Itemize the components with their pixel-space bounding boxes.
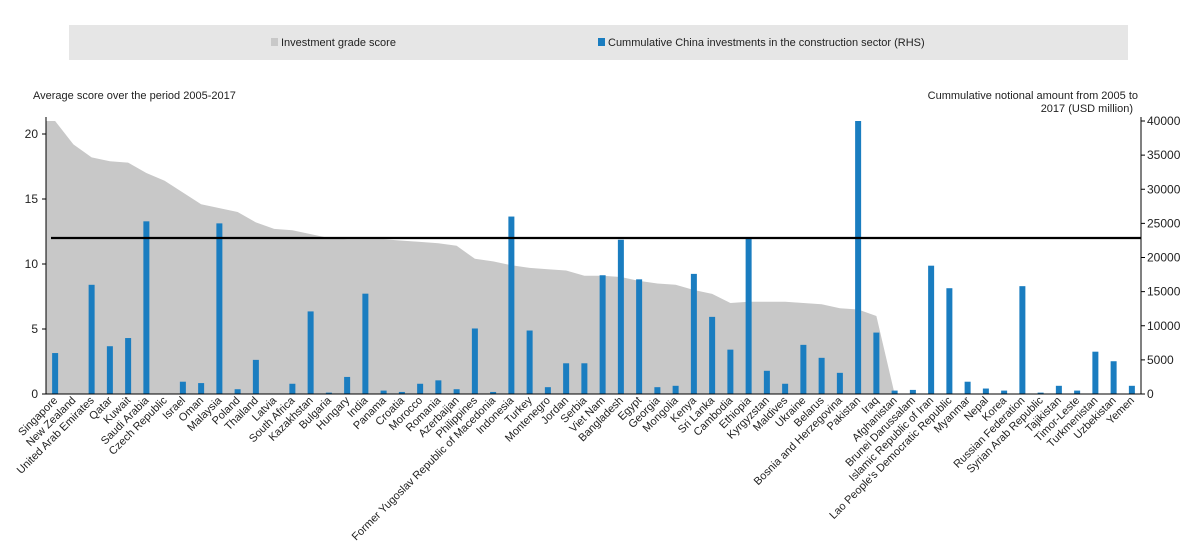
bar-thailand bbox=[252, 359, 259, 394]
bar-panama bbox=[380, 390, 387, 394]
bar-turkey bbox=[526, 330, 533, 394]
bar-brunei-darussalam bbox=[909, 389, 916, 394]
bar-india bbox=[362, 293, 369, 394]
bar-montenegro bbox=[544, 387, 551, 394]
bar-ethiopia bbox=[745, 237, 752, 394]
left-axis-title: Average score over the period 2005-2017 bbox=[33, 90, 236, 102]
bar-egypt bbox=[636, 279, 643, 394]
legend-label-2: Cummulative China investments in the con… bbox=[608, 37, 925, 49]
left-tick-label-10: 10 bbox=[25, 257, 39, 271]
legend: Investment grade score Cummulative China … bbox=[271, 37, 925, 49]
legend-swatch-1 bbox=[271, 38, 278, 46]
right-tick-label-30000: 30000 bbox=[1147, 182, 1181, 196]
bar-jordan bbox=[563, 363, 570, 394]
bar-sri-lanka bbox=[709, 316, 716, 394]
left-tick-label-15: 15 bbox=[25, 192, 39, 206]
bar-bangladesh bbox=[617, 239, 624, 394]
bar-georgia bbox=[654, 387, 661, 394]
left-tick-label-0: 0 bbox=[31, 387, 38, 401]
bar-mongolia bbox=[672, 385, 679, 394]
bar-myanmar bbox=[964, 381, 971, 394]
bar-saudi-arabia bbox=[143, 221, 150, 394]
right-tick-label-10000: 10000 bbox=[1147, 319, 1181, 333]
bar-azerbaijan bbox=[453, 389, 460, 394]
legend-swatch-2 bbox=[598, 38, 605, 46]
bar-ukraine bbox=[800, 344, 807, 394]
bar-bulgaria bbox=[325, 392, 332, 394]
bar-kyrgyzstan bbox=[763, 370, 770, 394]
right-tick-label-15000: 15000 bbox=[1147, 285, 1181, 299]
bar-iraq bbox=[873, 332, 880, 394]
series-area-investment-grade-score bbox=[46, 121, 1132, 394]
bar-oman bbox=[198, 383, 205, 394]
bar-maldives bbox=[782, 383, 789, 394]
bar-syrian-arab-republic bbox=[1037, 392, 1044, 394]
bar-bosnia-and-herzegovina bbox=[836, 372, 843, 394]
right-tick-label-25000: 25000 bbox=[1147, 216, 1181, 230]
bar-romania bbox=[435, 380, 442, 394]
right-tick-label-0: 0 bbox=[1147, 387, 1154, 401]
left-tick-label-5: 5 bbox=[31, 322, 38, 336]
right-tick-label-40000: 40000 bbox=[1147, 114, 1181, 128]
bar-turkmenistan bbox=[1092, 351, 1099, 394]
bar-indonesia bbox=[508, 216, 515, 394]
bar-afghanistan bbox=[891, 390, 898, 394]
right-axis-title-line-1: Cummulative notional amount from 2005 to bbox=[928, 90, 1138, 102]
bar-lao-people-s-democratic-republic bbox=[946, 288, 953, 394]
bar-israel bbox=[179, 381, 186, 394]
bar-hungary bbox=[344, 376, 351, 394]
right-axis-title-line-2: 2017 (USD million) bbox=[1041, 103, 1133, 115]
bar-former-yugoslav-republic-of-macedonia bbox=[490, 391, 497, 394]
bar-philippines bbox=[471, 328, 478, 394]
bar-russian-federation bbox=[1019, 286, 1026, 394]
bar-singapore bbox=[52, 353, 59, 394]
right-axis-ticks: 0 5000 10000 15000 20000 25000 30000 35000 40000 bbox=[1141, 114, 1181, 401]
right-tick-label-20000: 20000 bbox=[1147, 251, 1181, 265]
axes-layer bbox=[45, 117, 1142, 395]
bar-viet-nam bbox=[599, 275, 606, 394]
bar-cambodia bbox=[727, 349, 734, 394]
bar-yemen bbox=[1128, 385, 1135, 394]
bar-united-arab-emirates bbox=[88, 284, 95, 394]
bar-kuwait bbox=[125, 338, 132, 394]
bar-serbia bbox=[581, 363, 588, 394]
right-tick-label-35000: 35000 bbox=[1147, 148, 1181, 162]
bar-kazakhstan bbox=[307, 311, 314, 394]
bar-kenya bbox=[690, 273, 697, 394]
bar-uzbekistan bbox=[1110, 361, 1117, 394]
area-layer bbox=[46, 121, 1132, 394]
bar-qatar bbox=[106, 346, 113, 394]
bar-south-africa bbox=[289, 383, 296, 394]
bar-islamic-republic-of-iran bbox=[928, 265, 935, 394]
bar-belarus bbox=[818, 357, 825, 394]
legend-label-1: Investment grade score bbox=[281, 37, 396, 49]
bar-tajikistan bbox=[1055, 385, 1062, 394]
bars-layer bbox=[52, 121, 1135, 394]
right-tick-label-5000: 5000 bbox=[1147, 353, 1174, 367]
bar-malaysia bbox=[216, 223, 223, 394]
left-axis-ticks: 0 5 10 15 20 bbox=[25, 127, 46, 401]
bar-timor-leste bbox=[1074, 390, 1081, 394]
bar-korea bbox=[1001, 390, 1008, 394]
bar-morocco bbox=[417, 383, 424, 394]
bar-nepal bbox=[982, 388, 989, 394]
bar-pakistan bbox=[855, 121, 862, 394]
left-tick-label-20: 20 bbox=[25, 127, 39, 141]
bar-croatia bbox=[398, 391, 405, 394]
bar-poland bbox=[234, 389, 241, 394]
